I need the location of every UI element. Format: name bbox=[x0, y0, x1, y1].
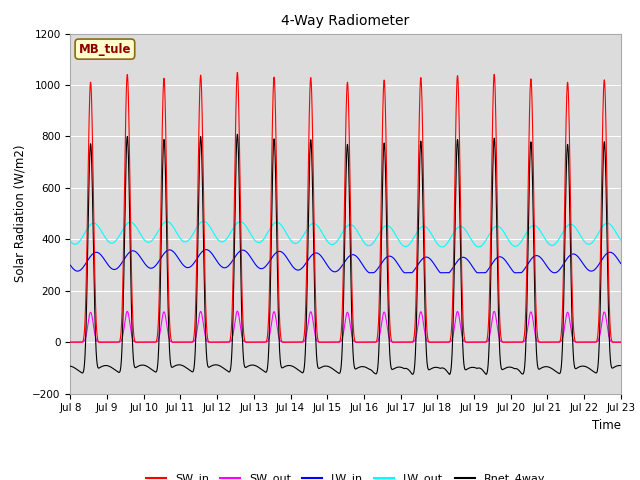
Y-axis label: Solar Radiation (W/m2): Solar Radiation (W/m2) bbox=[13, 145, 27, 282]
Title: 4-Way Radiometer: 4-Way Radiometer bbox=[282, 14, 410, 28]
Text: MB_tule: MB_tule bbox=[79, 43, 131, 56]
X-axis label: Time: Time bbox=[592, 419, 621, 432]
Legend: SW_in, SW_out, LW_in, LW_out, Rnet_4way: SW_in, SW_out, LW_in, LW_out, Rnet_4way bbox=[142, 469, 549, 480]
